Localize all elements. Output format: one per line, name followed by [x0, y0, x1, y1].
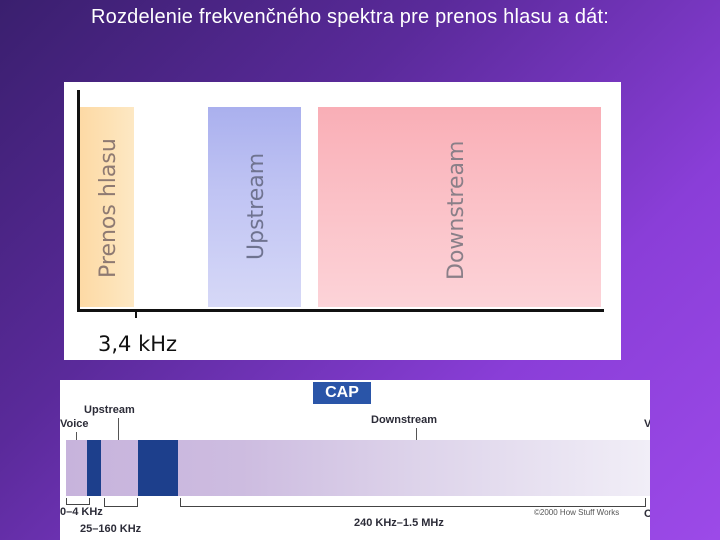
slide-title: Rozdelenie frekvenčného spektra pre pren… — [91, 6, 609, 28]
downstream-band-label: Downstream — [444, 140, 469, 280]
y-axis-line — [77, 90, 80, 312]
x-axis-line — [77, 309, 604, 312]
upstream-segment-b — [138, 440, 178, 496]
upstream-range-label: 25–160 KHz — [80, 523, 142, 535]
voice-band — [78, 107, 134, 307]
upstream-band-label: Upstream — [244, 152, 269, 260]
upstream-range-bracket — [104, 498, 138, 507]
cap-badge: CAP — [313, 382, 371, 404]
cap-right-edge-top-text: V — [644, 418, 650, 430]
voice-range-bracket — [66, 498, 90, 505]
cap-downstream-label: Downstream — [371, 414, 438, 426]
downstream-range-bracket — [180, 498, 646, 507]
frequency-marker-label: 3,4 kHz — [98, 332, 178, 356]
cap-right-edge-bottom-text: C — [644, 508, 650, 520]
downstream-band — [318, 107, 601, 307]
downstream-range-label: 240 KHz–1.5 MHz — [354, 517, 444, 529]
frequency-spectrum-diagram: Prenos hlasu Upstream Downstream 3,4 kHz — [64, 82, 621, 360]
voice-band-label: Prenos hlasu — [96, 138, 121, 278]
voice-tick — [76, 432, 77, 440]
voice-range-label: 0–4 KHz — [60, 506, 103, 518]
frequency-tick — [135, 310, 137, 318]
copyright-text: ©2000 How Stuff Works — [534, 508, 620, 517]
cap-spectrum-diagram: CAP Upstream Voice Downstream V 0–4 KHz … — [60, 380, 650, 540]
cap-upstream-label: Upstream — [84, 404, 135, 416]
upstream-band — [208, 107, 301, 307]
upstream-segment-a — [87, 440, 101, 496]
downstream-tick — [416, 428, 417, 440]
cap-voice-label: Voice — [60, 418, 89, 430]
upstream-tick — [118, 418, 119, 440]
